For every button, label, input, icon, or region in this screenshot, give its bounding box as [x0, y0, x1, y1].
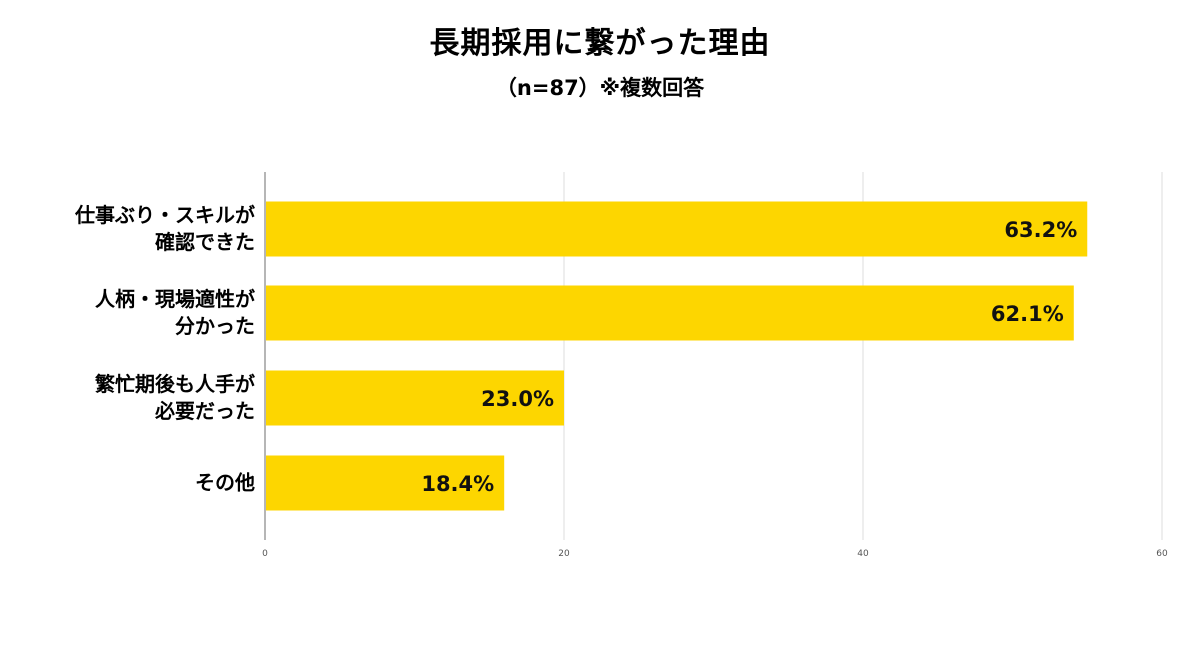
- category-label-line: 仕事ぶり・スキルが: [75, 203, 255, 227]
- x-tick-label: 60: [1156, 549, 1168, 559]
- category-label-line: 人柄・現場適性が: [95, 287, 255, 311]
- bar: [266, 455, 505, 511]
- x-tick-label: 20: [558, 549, 570, 559]
- category-label: その他: [25, 470, 255, 497]
- chart-subtitle: （n=87）※複数回答: [495, 76, 705, 100]
- bar-data-label: 18.4%: [421, 472, 494, 496]
- bar-data-label: 62.1%: [991, 302, 1064, 326]
- category-label-line: 確認できた: [155, 230, 255, 254]
- category-label-line: 必要だった: [155, 399, 255, 423]
- category-label-line: 繁忙期後も人手が: [95, 372, 255, 396]
- bar-data-label: 23.0%: [481, 387, 554, 411]
- category-label: 仕事ぶり・スキルが確認できた: [25, 202, 255, 256]
- x-tick-label: 40: [857, 549, 869, 559]
- category-label-line: 分かった: [175, 314, 255, 338]
- bar: [266, 201, 1088, 257]
- bar: [266, 370, 564, 426]
- bar-data-label: 63.2%: [1004, 218, 1077, 242]
- category-label: 繁忙期後も人手が必要だった: [25, 371, 255, 425]
- bar: [266, 285, 1074, 341]
- x-tick-label: 0: [262, 549, 268, 559]
- chart-title: 長期採用に繋がった理由: [429, 26, 771, 61]
- category-label: 人柄・現場適性が分かった: [25, 286, 255, 340]
- category-label-line: その他: [195, 470, 255, 495]
